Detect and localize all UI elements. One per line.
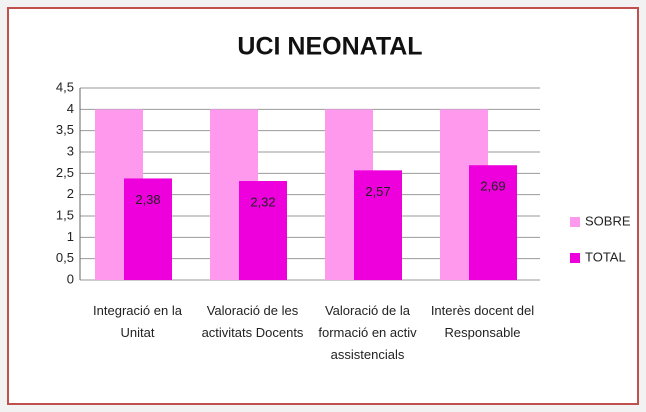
y-tick-label: 0,5 <box>56 250 74 265</box>
legend-label: TOTAL <box>585 249 626 264</box>
legend-swatch <box>570 253 580 263</box>
x-tick-label: Integració en la Unitat <box>93 303 182 340</box>
data-label: 2,69 <box>480 179 505 194</box>
y-tick-label: 3,5 <box>56 122 74 137</box>
data-label: 2,38 <box>135 192 160 207</box>
x-tick-label: Valoració de les activitats Docents <box>201 303 304 340</box>
bar <box>239 181 287 280</box>
x-tick-label: Valoració de la formació en activ assist… <box>318 303 417 362</box>
bar <box>124 178 172 280</box>
y-tick-label: 2 <box>67 186 74 201</box>
y-tick-label: 2,5 <box>56 165 74 180</box>
bar <box>469 165 517 280</box>
y-tick-label: 4,5 <box>56 79 74 94</box>
legend-label: SOBRE <box>585 213 631 228</box>
y-tick-label: 4 <box>67 101 74 116</box>
x-tick-label: Interès docent del Responsable <box>430 303 535 340</box>
y-tick-label: 3 <box>67 143 74 158</box>
legend-swatch <box>570 217 580 227</box>
y-tick-label: 0 <box>67 271 74 286</box>
y-tick-label: 1,5 <box>56 207 74 222</box>
y-tick-label: 1 <box>67 229 74 244</box>
data-label: 2,32 <box>250 194 275 209</box>
bar <box>354 170 402 280</box>
data-label: 2,57 <box>365 184 390 199</box>
chart-title: UCI NEONATAL <box>237 33 422 61</box>
